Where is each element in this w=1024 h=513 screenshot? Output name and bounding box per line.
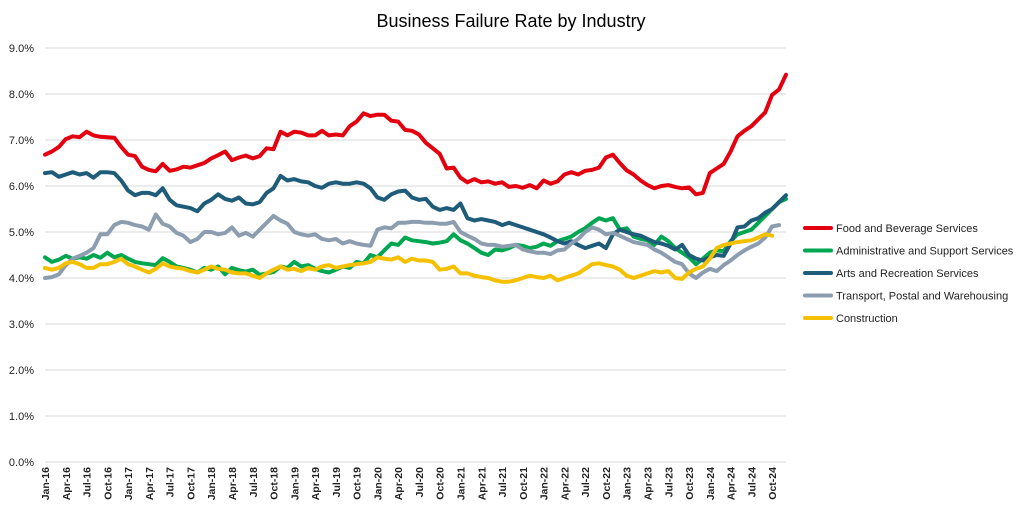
series-line-3 <box>43 170 788 263</box>
x-tick-label: Oct-16 <box>102 467 114 500</box>
y-tick-label: 5.0% <box>9 227 34 239</box>
x-tick-label: Jan-21 <box>456 467 468 500</box>
y-tick-label: 3.0% <box>9 319 34 331</box>
y-tick-label: 6.0% <box>9 181 34 193</box>
legend-label: Transport, Postal and Warehousing <box>836 291 1008 303</box>
x-tick-label: Apr-20 <box>393 467 405 500</box>
x-tick-label: Apr-18 <box>227 467 239 500</box>
x-tick-label: Jul-18 <box>248 467 260 498</box>
y-tick-label: 8.0% <box>9 89 34 101</box>
x-tick-label: Jul-20 <box>414 467 426 498</box>
x-tick-label: Jul-16 <box>82 467 94 498</box>
grid-layer <box>45 47 786 463</box>
x-tick-label: Oct-18 <box>269 467 281 500</box>
y-tick-label: 2.0% <box>9 365 34 377</box>
x-tick-label: Jul-19 <box>331 467 343 498</box>
x-tick-label: Jul-17 <box>165 467 177 498</box>
x-tick-label: Apr-21 <box>476 467 488 500</box>
legend: Food and Beverage Services Administrative… <box>803 223 1014 325</box>
chart-title: Business Failure Rate by Industry <box>376 11 645 31</box>
x-tick-label: Oct-19 <box>352 467 364 500</box>
x-tick-label: Jan-23 <box>622 467 634 500</box>
x-tick-label: Apr-17 <box>144 467 156 500</box>
legend-label: Construction <box>836 313 898 325</box>
legend-label: Food and Beverage Services <box>836 223 978 235</box>
x-tick-label: Oct-23 <box>684 467 696 500</box>
x-tick-label: Jul-23 <box>663 467 675 498</box>
x-tick-label: Jan-20 <box>372 467 384 500</box>
series-line-2 <box>43 196 788 277</box>
x-tick-label: Jan-19 <box>289 467 301 500</box>
x-tick-label: Oct-22 <box>601 467 613 500</box>
x-tick-label: Jan-16 <box>40 467 52 500</box>
x-tick-label: Jan-17 <box>123 467 135 500</box>
y-tick-label: 7.0% <box>9 135 34 147</box>
legend-label: Administrative and Support Services <box>836 246 1014 258</box>
y-tick-label: 1.0% <box>9 411 34 423</box>
y-tick-label: 0.0% <box>9 457 34 469</box>
x-tick-label: Apr-24 <box>726 467 738 500</box>
series-layer <box>43 72 788 284</box>
x-tick-label: Jul-21 <box>497 467 509 498</box>
x-tick-label: Oct-21 <box>518 467 530 500</box>
x-tick-label: Jul-22 <box>580 467 592 498</box>
legend-label: Arts and Recreation Services <box>836 268 979 280</box>
y-tick-label: 9.0% <box>9 43 34 55</box>
x-tick-label: Jan-22 <box>539 467 551 500</box>
x-tick-label: Apr-16 <box>61 467 73 500</box>
x-tick-label: Jan-18 <box>206 467 218 500</box>
series-line-4 <box>43 212 782 280</box>
x-tick-label: Apr-22 <box>559 467 571 500</box>
x-tick-label: Oct-20 <box>435 467 447 500</box>
x-tick-label: Oct-24 <box>767 467 779 500</box>
x-axis-ticks: Jan-16 Apr-16 Jul-16 Oct-16 Jan-17 Apr-17 Jul-… <box>40 467 779 500</box>
y-axis-ticks: 0.0% 1.0% 2.0% 3.0% 4.0% 5.0% 6.0% 7.0% 8.0% 9.0% <box>9 43 34 469</box>
x-tick-label: Oct-17 <box>185 467 197 500</box>
series-line-1 <box>43 72 788 197</box>
x-tick-label: Apr-19 <box>310 467 322 500</box>
x-tick-label: Jan-24 <box>705 467 717 500</box>
y-tick-label: 4.0% <box>9 273 34 285</box>
series-line-5 <box>43 232 775 284</box>
x-tick-label: Jul-24 <box>746 467 758 498</box>
x-tick-label: Apr-23 <box>642 467 654 500</box>
